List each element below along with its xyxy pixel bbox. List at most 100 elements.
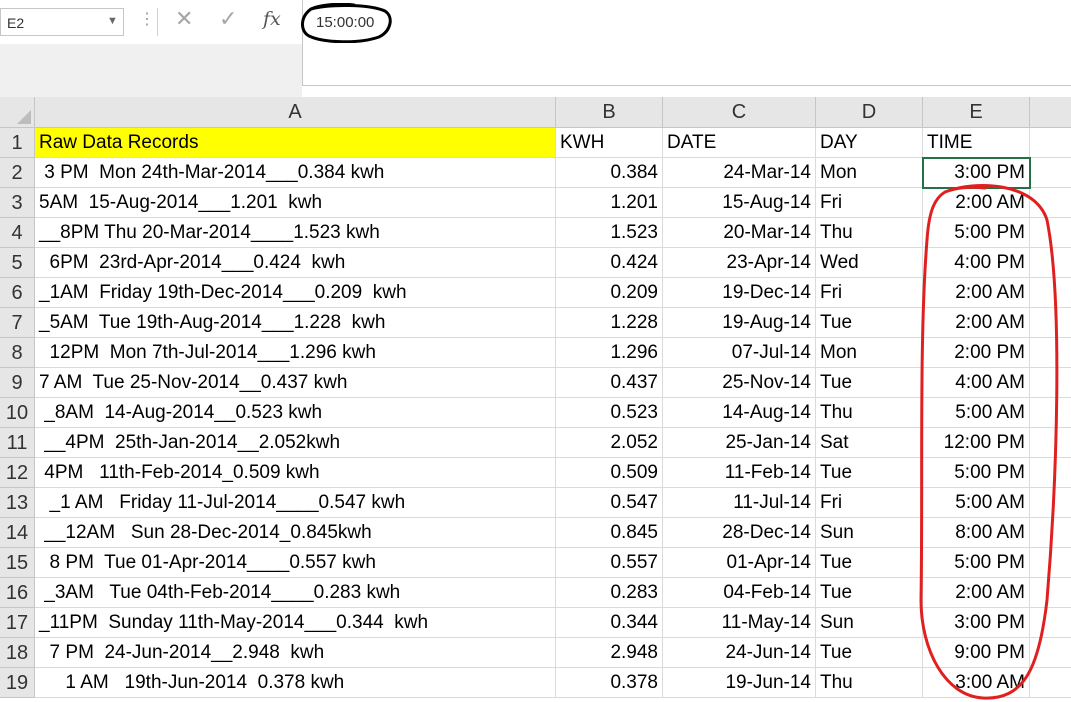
cell-f[interactable] [1030, 608, 1071, 638]
cell-b[interactable]: 0.523 [556, 398, 663, 428]
cell-b[interactable]: 2.052 [556, 428, 663, 458]
cell-b[interactable]: 0.209 [556, 278, 663, 308]
cell-d[interactable]: Tue [816, 368, 923, 398]
cell-c[interactable]: 15-Aug-14 [663, 188, 816, 218]
row-header[interactable]: 14 [0, 518, 35, 548]
cell-a[interactable]: 6PM 23rd-Apr-2014___0.424 kwh [35, 248, 556, 278]
cell-b[interactable]: 0.557 [556, 548, 663, 578]
cell-e[interactable]: 9:00 PM [923, 638, 1030, 668]
cell-e[interactable]: 5:00 PM [923, 458, 1030, 488]
cell-a[interactable]: _1AM Friday 19th-Dec-2014___0.209 kwh [35, 278, 556, 308]
cell-c[interactable]: 19-Jun-14 [663, 668, 816, 698]
cell-f[interactable] [1030, 458, 1071, 488]
cell-d[interactable]: Tue [816, 548, 923, 578]
cell-f[interactable] [1030, 368, 1071, 398]
cell-d[interactable]: Fri [816, 188, 923, 218]
cell-e[interactable]: 2:00 AM [923, 308, 1030, 338]
cell-a[interactable]: _8AM 14-Aug-2014__0.523 kwh [35, 398, 556, 428]
row-header[interactable]: 7 [0, 308, 35, 338]
cell-b[interactable]: 0.384 [556, 158, 663, 188]
cell-c[interactable]: 24-Jun-14 [663, 638, 816, 668]
row-header[interactable]: 11 [0, 428, 35, 458]
cell-c[interactable]: 14-Aug-14 [663, 398, 816, 428]
cell-e[interactable]: 3:00 AM [923, 668, 1030, 698]
cell-b1[interactable]: KWH [556, 128, 663, 158]
row-header[interactable]: 2 [0, 158, 35, 188]
cell-d[interactable]: Tue [816, 458, 923, 488]
cell-d[interactable]: Mon [816, 338, 923, 368]
cell-a[interactable]: __8PM Thu 20-Mar-2014____1.523 kwh [35, 218, 556, 248]
cell-a[interactable]: 5AM 15-Aug-2014___1.201 kwh [35, 188, 556, 218]
cell-e[interactable]: 5:00 AM [923, 488, 1030, 518]
cell-d[interactable]: Thu [816, 218, 923, 248]
cell-d[interactable]: Sat [816, 428, 923, 458]
cell-b[interactable]: 1.201 [556, 188, 663, 218]
cell-c[interactable]: 23-Apr-14 [663, 248, 816, 278]
cell-a[interactable]: 7 PM 24-Jun-2014__2.948 kwh [35, 638, 556, 668]
column-header-d[interactable]: D [816, 97, 923, 128]
cell-f[interactable] [1030, 488, 1071, 518]
row-header[interactable]: 10 [0, 398, 35, 428]
cell-e[interactable]: 2:00 AM [923, 578, 1030, 608]
cell-f[interactable] [1030, 578, 1071, 608]
row-header[interactable]: 1 [0, 128, 35, 158]
cell-e[interactable]: 2:00 AM [923, 278, 1030, 308]
column-header-a[interactable]: A [35, 97, 556, 128]
cell-b[interactable]: 0.547 [556, 488, 663, 518]
cell-e[interactable]: 8:00 AM [923, 518, 1030, 548]
cell-a[interactable]: 3 PM Mon 24th-Mar-2014___0.384 kwh [35, 158, 556, 188]
cell-e[interactable]: 12:00 PM [923, 428, 1030, 458]
cell-a[interactable]: _11PM Sunday 11th-May-2014___0.344 kwh [35, 608, 556, 638]
cell-e[interactable]: 5:00 PM [923, 218, 1030, 248]
cell-a1[interactable]: Raw Data Records [35, 128, 556, 158]
formula-input[interactable]: 15:00:00 [302, 0, 1071, 86]
cell-c[interactable]: 24-Mar-14 [663, 158, 816, 188]
cell-c[interactable]: 11-May-14 [663, 608, 816, 638]
row-header[interactable]: 3 [0, 188, 35, 218]
cell-c[interactable]: 07-Jul-14 [663, 338, 816, 368]
row-header[interactable]: 8 [0, 338, 35, 368]
row-header[interactable]: 5 [0, 248, 35, 278]
cell-b[interactable]: 0.437 [556, 368, 663, 398]
cell-e[interactable]: 3:00 PM [923, 158, 1030, 188]
cell-f[interactable] [1030, 338, 1071, 368]
cell-b[interactable]: 1.296 [556, 338, 663, 368]
cell-d[interactable]: Fri [816, 488, 923, 518]
cancel-icon[interactable]: ✕ [175, 6, 194, 31]
row-header[interactable]: 12 [0, 458, 35, 488]
cell-b[interactable]: 1.228 [556, 308, 663, 338]
drag-handle-icon[interactable]: ⋮ [139, 11, 155, 28]
cell-f[interactable] [1030, 638, 1071, 668]
cell-d[interactable]: Tue [816, 638, 923, 668]
column-header-e[interactable]: E [923, 97, 1030, 128]
cell-a[interactable]: 7 AM Tue 25-Nov-2014__0.437 kwh [35, 368, 556, 398]
cell-e[interactable]: 4:00 PM [923, 248, 1030, 278]
cell-b[interactable]: 0.283 [556, 578, 663, 608]
select-all-button[interactable] [0, 97, 35, 128]
cell-c[interactable]: 19-Dec-14 [663, 278, 816, 308]
cell-a[interactable]: _1 AM Friday 11-Jul-2014____0.547 kwh [35, 488, 556, 518]
cell-e[interactable]: 4:00 AM [923, 368, 1030, 398]
cell-f[interactable] [1030, 398, 1071, 428]
insert-function-icon[interactable]: fx [263, 8, 281, 30]
cell-f[interactable] [1030, 188, 1071, 218]
name-box[interactable]: E2 ▼ [0, 8, 124, 36]
cell-f[interactable] [1030, 158, 1071, 188]
cell-e[interactable]: 5:00 AM [923, 398, 1030, 428]
cell-a[interactable]: __4PM 25th-Jan-2014__2.052kwh [35, 428, 556, 458]
cell-b[interactable]: 0.344 [556, 608, 663, 638]
cell-a[interactable]: __12AM Sun 28-Dec-2014_0.845kwh [35, 518, 556, 548]
cell-c[interactable]: 28-Dec-14 [663, 518, 816, 548]
cell-c[interactable]: 11-Jul-14 [663, 488, 816, 518]
cell-f[interactable] [1030, 518, 1071, 548]
cell-f[interactable] [1030, 428, 1071, 458]
cell-b[interactable]: 1.523 [556, 218, 663, 248]
column-header-c[interactable]: C [663, 97, 816, 128]
row-header[interactable]: 6 [0, 278, 35, 308]
row-header[interactable]: 13 [0, 488, 35, 518]
enter-icon[interactable]: ✓ [219, 6, 238, 31]
cell-d[interactable]: Sun [816, 608, 923, 638]
cell-e[interactable]: 2:00 PM [923, 338, 1030, 368]
cell-a[interactable]: 12PM Mon 7th-Jul-2014___1.296 kwh [35, 338, 556, 368]
row-header[interactable]: 19 [0, 668, 35, 698]
